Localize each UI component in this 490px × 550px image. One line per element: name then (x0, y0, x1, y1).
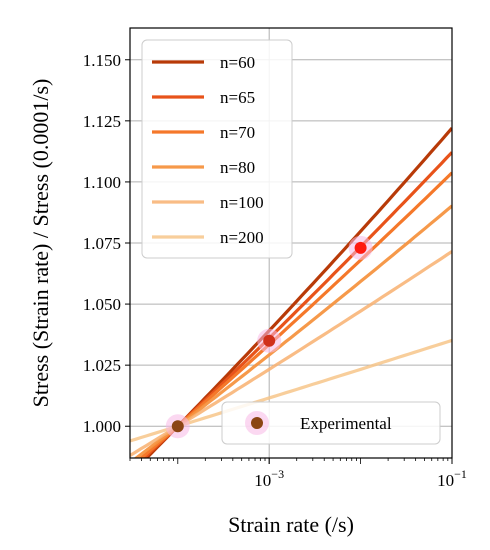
experimental-point (354, 241, 367, 254)
legend-exp-label: Experimental (300, 414, 392, 433)
experimental-point (171, 420, 184, 433)
legend-label: n=70 (220, 123, 255, 142)
y-axis-label: Stress (Strain rate) / Stress (0.0001/s) (28, 79, 53, 408)
legend-label: n=80 (220, 158, 255, 177)
legend-label: n=65 (220, 88, 255, 107)
y-tick-label: 1.150 (83, 51, 121, 70)
y-tick-label: 1.125 (83, 112, 121, 131)
legend-exp-marker (251, 417, 263, 429)
legend-label: n=200 (220, 228, 264, 247)
legend-experimental: Experimental (221, 401, 441, 445)
y-tick-label: 1.050 (83, 295, 121, 314)
x-tick-label: 10−3 (254, 467, 284, 490)
legend-box (141, 39, 293, 259)
experimental-point (263, 334, 276, 347)
experimental-points (165, 235, 373, 439)
legend-exp-box (221, 401, 441, 445)
axis-ticks: 1.000 1.025 1.050 1.075 1.100 1.125 1.150 10−3 1… (83, 51, 467, 490)
x-axis-label: Strain rate (/s) (228, 512, 354, 537)
y-tick-label: 1.025 (83, 356, 121, 375)
legend: n=60 n=65 n=70 n=80 n=100 n=200 (141, 39, 293, 259)
legend-label: n=100 (220, 193, 264, 212)
y-tick-label: 1.000 (83, 417, 121, 436)
x-tick-label: 10−1 (437, 467, 467, 490)
y-tick-label: 1.100 (83, 173, 121, 192)
y-tick-label: 1.075 (83, 234, 121, 253)
legend-label: n=60 (220, 53, 255, 72)
